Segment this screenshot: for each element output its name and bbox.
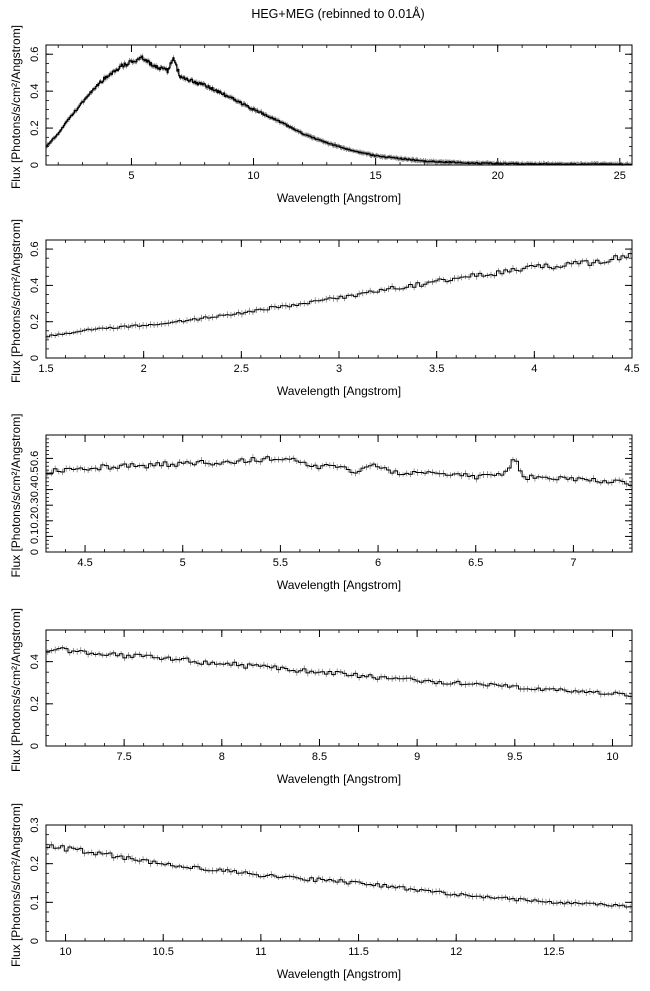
x-tick-label: 2.5: [234, 363, 249, 375]
x-tick-label: 12: [450, 946, 462, 958]
y-tick-label: 0.3: [29, 498, 41, 513]
y-tick-label: 0.2: [29, 314, 41, 329]
x-axis-label: Wavelength [Angstrom]: [277, 384, 401, 398]
chart-panel-4: 7.5 8 8.5 9 9.5 10 0 0.2 0.4 Wavelength [Angstrom…: [9, 608, 633, 786]
x-axis-label: Wavelength [Angstrom]: [277, 772, 401, 786]
y-axis-label: Flux [Photons/s/cm²/Angstrom]: [9, 803, 23, 967]
chart-panel-3: 4.5 5 5.5 6 6.5 7 0 0.10.20.30.40.50.6 Wavelengt…: [9, 413, 633, 592]
y-tick-label: 0: [29, 355, 41, 361]
y-tick-label: 0.4: [29, 84, 41, 99]
error-bars: [46, 53, 632, 165]
x-tick-label: 15: [370, 170, 382, 182]
x-tick-label: 11: [255, 946, 266, 958]
x-tick-label: 6: [375, 557, 381, 569]
x-tick-label: 4.5: [624, 363, 639, 375]
x-tick-label: 7.5: [116, 751, 131, 763]
y-axis-label: Flux [Photons/s/cm²/Angstrom]: [9, 25, 23, 189]
y-tick-label: 0.4: [29, 482, 41, 497]
x-tick-label: 6.5: [468, 557, 483, 569]
error-bars: [47, 250, 631, 340]
spectrum-trace: [46, 55, 632, 166]
x-axis-label: Wavelength [Angstrom]: [277, 191, 401, 205]
x-tick-label: 3: [336, 363, 342, 375]
y-tick-label: 0.2: [29, 120, 41, 135]
x-tick-label: 5: [128, 170, 134, 182]
x-tick-label: 5.5: [273, 557, 288, 569]
y-tick-label: 0.1: [29, 895, 41, 910]
error-bars: [47, 454, 631, 488]
chart-panel-5: 10 10.5 11 11.5 12 12.5 0 0.1 0.2 0.3 Wavelength […: [9, 803, 633, 981]
y-tick-label: 0: [29, 938, 41, 944]
plot-frame: [45, 44, 633, 166]
y-tick-label: 0: [29, 743, 41, 749]
y-tick-label: 0.2: [29, 856, 41, 871]
x-tick-label: 12.5: [543, 946, 564, 958]
x-tick-label: 10: [606, 751, 618, 763]
x-tick-label: 5: [180, 557, 186, 569]
x-axis-label: Wavelength [Angstrom]: [277, 578, 401, 592]
y-tick-label: 0.6: [29, 47, 41, 62]
x-tick-label: 25: [614, 170, 626, 182]
y-tick-label: 0.4: [29, 278, 41, 293]
plot-frame: [45, 629, 633, 747]
x-tick-label: 10: [247, 170, 259, 182]
spectrum-trace: [46, 456, 632, 486]
x-tick-label: 9: [414, 751, 420, 763]
y-tick-label: 0.3: [29, 817, 41, 832]
spectrum-trace: [46, 844, 632, 908]
plot-frame: [45, 824, 633, 942]
y-axis-label: Flux [Photons/s/cm²/Angstrom]: [9, 219, 23, 383]
x-tick-label: 11.5: [348, 946, 369, 958]
x-tick-label: 4: [531, 363, 537, 375]
x-tick-label: 10: [59, 946, 71, 958]
x-tick-label: 20: [492, 170, 504, 182]
spectrum-trace: [46, 647, 632, 697]
x-axis-label: Wavelength [Angstrom]: [277, 967, 401, 981]
x-tick-label: 7: [570, 557, 576, 569]
y-tick-label: 0.5: [29, 466, 41, 481]
x-tick-label: 10.5: [152, 946, 173, 958]
x-tick-label: 4.5: [77, 557, 92, 569]
plot-frame: [45, 434, 633, 553]
x-tick-label: 1.5: [38, 363, 53, 375]
y-axis-label: Flux [Photons/s/cm²/Angstrom]: [9, 413, 23, 577]
x-tick-label: 2: [141, 363, 147, 375]
chart-panel-2: 1.5 2 2.5 3 3.5 4 4.5 0 0.2 0.4 0.6 Wavelength [Ang…: [9, 219, 640, 398]
y-tick-label: 0.6: [29, 451, 41, 466]
spectrum-trace: [46, 253, 632, 338]
y-axis-label: Flux [Photons/s/cm²/Angstrom]: [9, 608, 23, 772]
y-tick-label: 0.2: [29, 513, 41, 528]
y-tick-label: 0.2: [29, 696, 41, 711]
x-tick-label: 8: [219, 751, 225, 763]
x-tick-label: 9.5: [507, 751, 522, 763]
figure-title: HEG+MEG (rebinned to 0.01Å): [251, 7, 425, 21]
y-tick-label: 0.6: [29, 241, 41, 256]
error-bars: [47, 841, 631, 910]
y-tick-label: 0: [29, 162, 41, 168]
y-tick-label: 0.1: [29, 529, 41, 544]
y-tick-label: 0: [29, 549, 41, 555]
chart-panel-1: 5 10 15 20 25 0 0.2 0.4 0.6 Wavelength [Angstrom]…: [9, 25, 633, 205]
x-tick-label: 8.5: [312, 751, 327, 763]
y-tick-label: 0.4: [29, 654, 41, 669]
x-tick-label: 3.5: [429, 363, 444, 375]
